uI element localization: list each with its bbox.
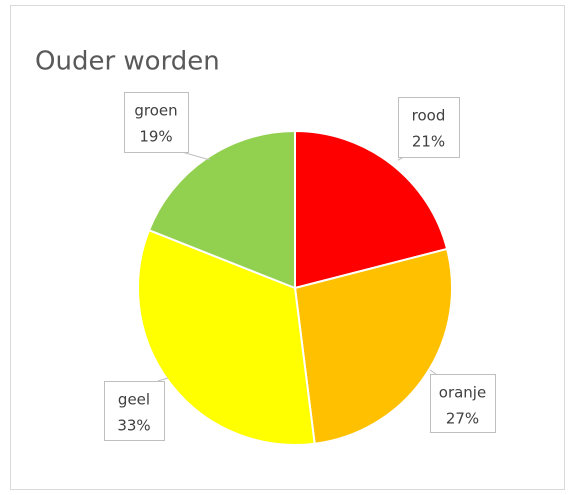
- callout-box: [104, 381, 165, 441]
- data-label-value: 21%: [412, 133, 445, 151]
- data-label-name: rood: [412, 107, 446, 125]
- chart-title: Ouder worden: [35, 47, 220, 77]
- pie-slice: [147, 129, 296, 290]
- data-label-value: 33%: [117, 417, 150, 435]
- callout-box: [398, 97, 460, 158]
- data-label-name: groen: [134, 102, 177, 120]
- data-label-name: oranje: [439, 384, 486, 402]
- data-label-value: 19%: [139, 128, 172, 146]
- pie-slice: [293, 247, 453, 445]
- callout-box: [124, 92, 189, 153]
- pie-slice: [294, 129, 449, 290]
- callout-tail: [429, 369, 437, 375]
- data-label-value: 27%: [446, 410, 479, 428]
- data-label-name: geel: [118, 391, 150, 409]
- callout-tail: [181, 151, 211, 161]
- callout-box: [430, 374, 496, 433]
- callout-tail: [157, 377, 169, 382]
- pie-slice: [137, 228, 316, 446]
